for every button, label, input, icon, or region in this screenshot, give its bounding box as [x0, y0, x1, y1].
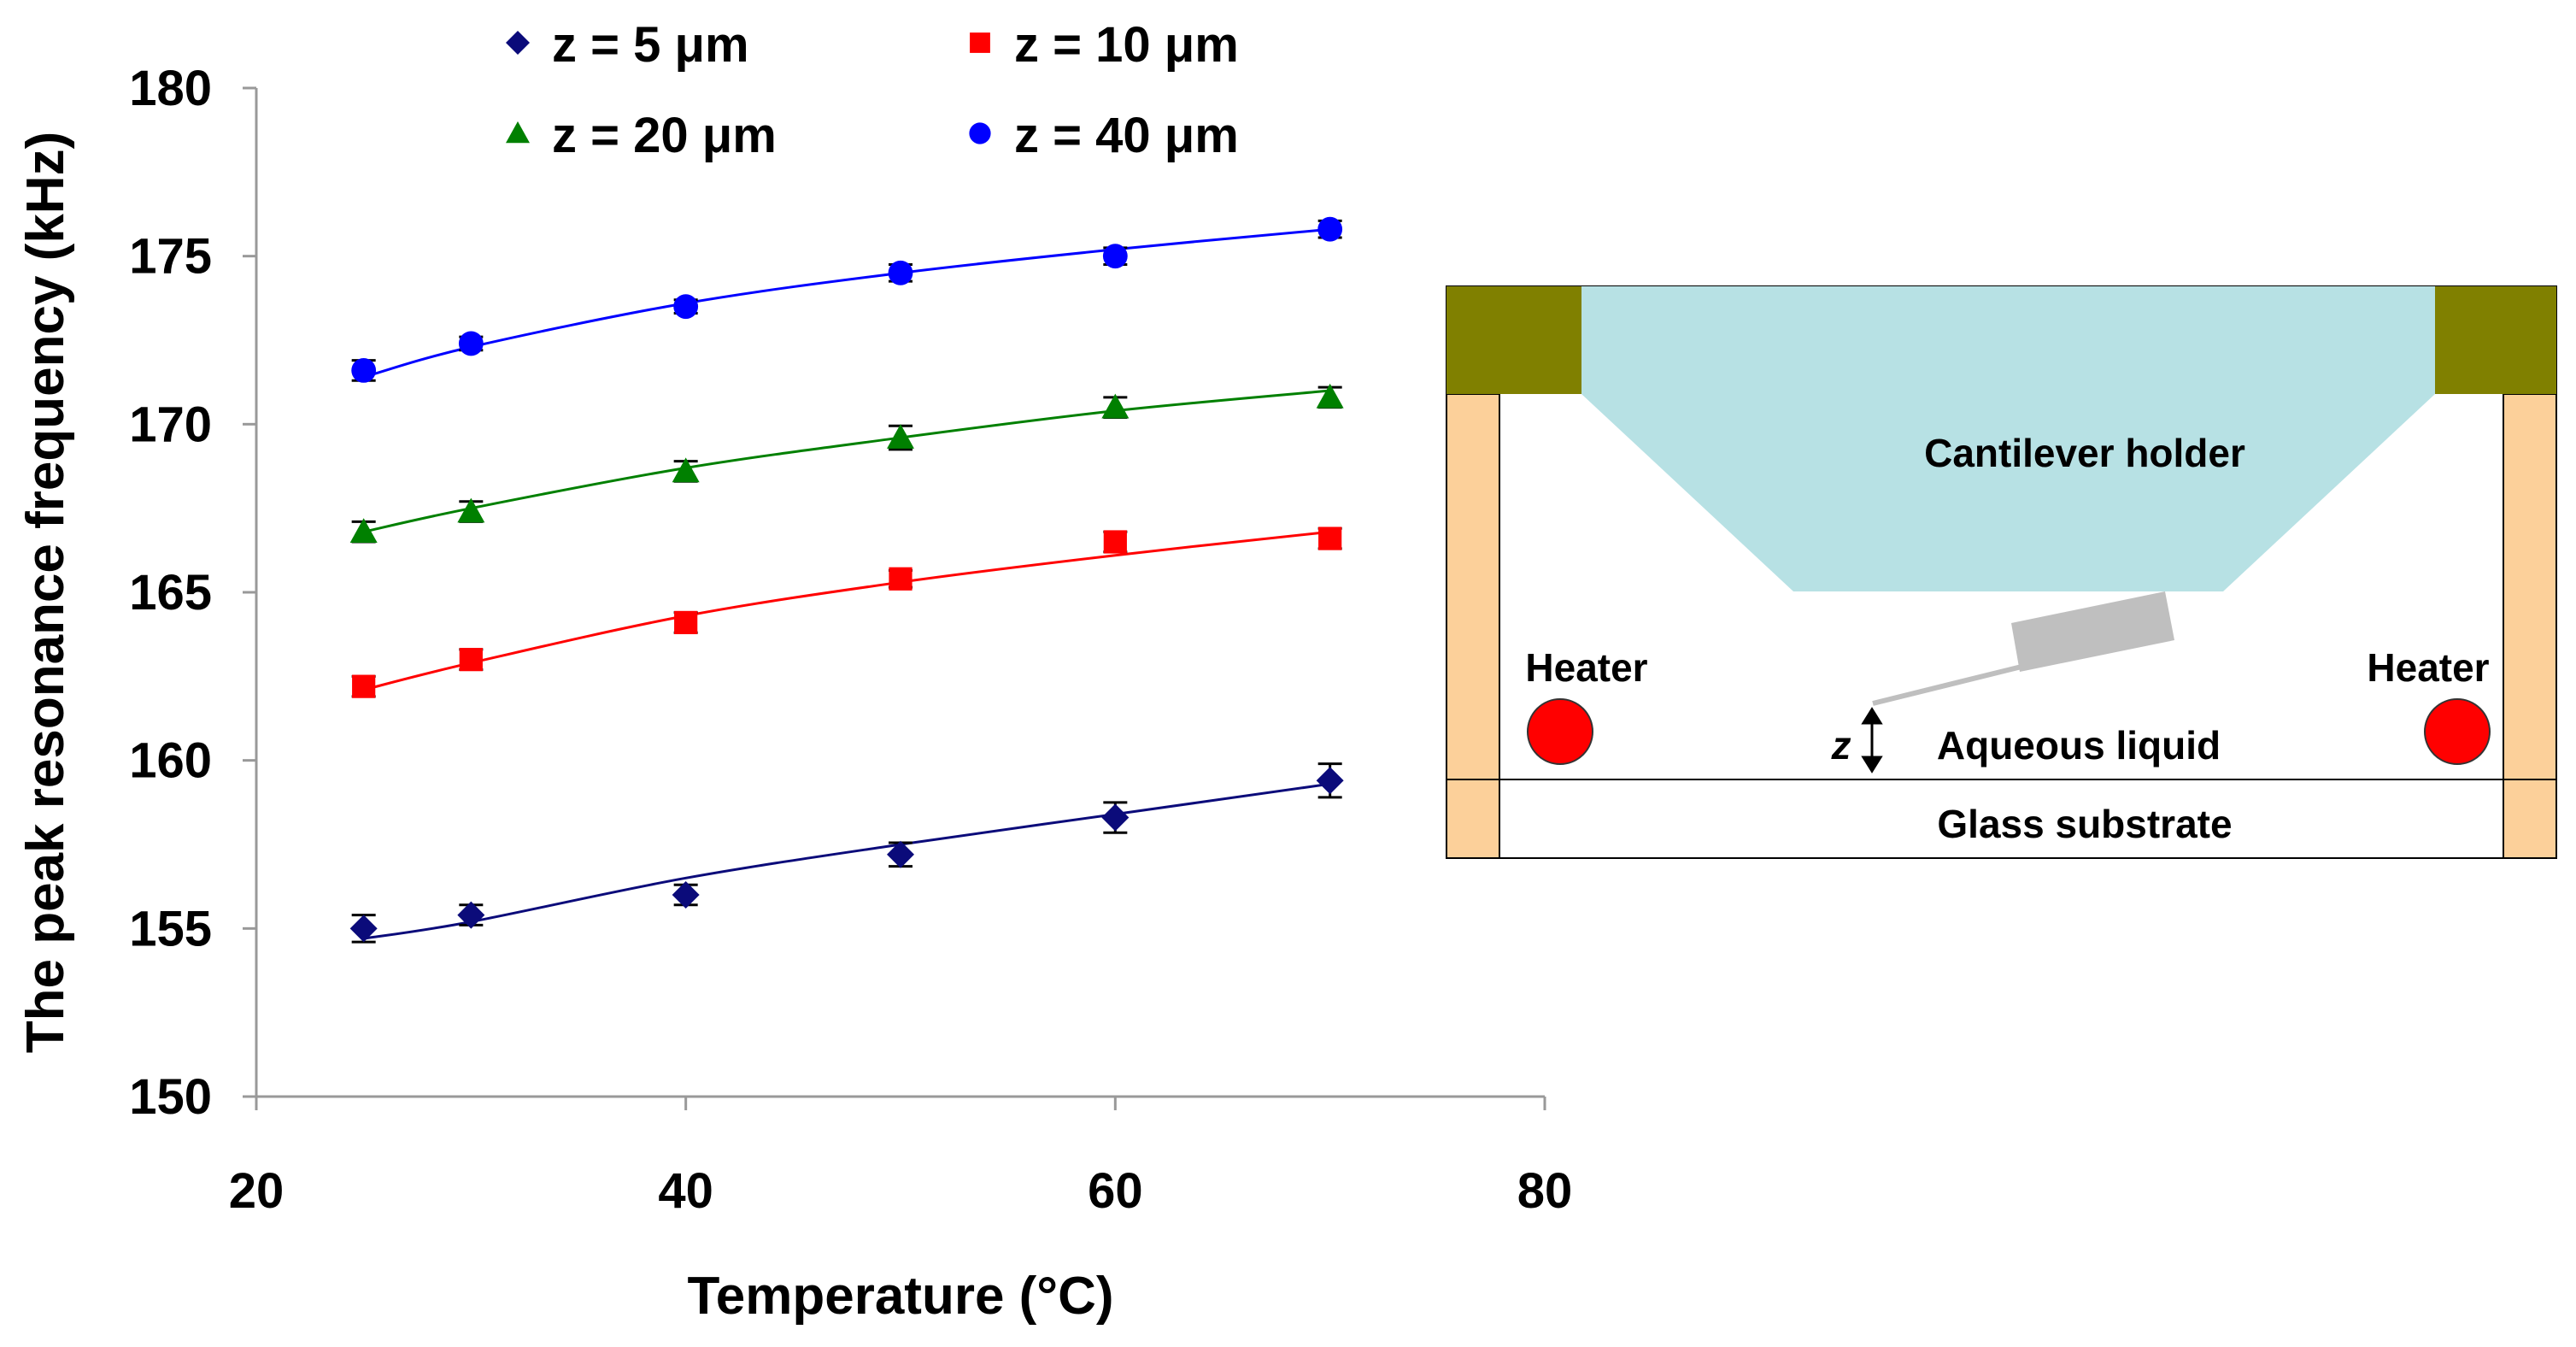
x-tick-label: 40: [658, 1163, 713, 1219]
data-point-series-1: [672, 881, 700, 909]
x-tick-label: 20: [229, 1163, 285, 1219]
left-clamp: [1446, 286, 1581, 394]
data-point-series-3: [887, 424, 914, 449]
legend-marker-3: [506, 121, 530, 144]
heater-left: [1527, 698, 1593, 765]
fit-line-series-3: [363, 389, 1330, 533]
y-axis-title: The peak resonance frequency (kHz): [16, 132, 75, 1053]
legend-marker-1: [506, 31, 530, 55]
cantilever-beam: [1872, 664, 2022, 706]
legend-marker-4: [969, 122, 991, 144]
data-point-series-1: [1316, 767, 1344, 795]
liquid-label: Aqueous liquid: [1937, 723, 2221, 768]
data-point-series-4: [673, 294, 699, 320]
data-point-series-4: [888, 260, 913, 285]
data-point-series-2: [889, 567, 912, 591]
fit-line-series-2: [363, 530, 1330, 691]
data-point-series-4: [1317, 216, 1343, 242]
data-point-series-2: [1103, 530, 1127, 554]
right-clamp: [2435, 286, 2556, 394]
data-point-series-2: [459, 648, 483, 672]
data-point-series-4: [1102, 244, 1128, 269]
y-tick-label: 160: [129, 733, 212, 789]
heater-left-label: Heater: [1525, 645, 1647, 690]
data-point-series-1: [457, 901, 485, 929]
y-tick-label: 170: [129, 397, 212, 452]
substrate-label: Glass substrate: [1937, 802, 2232, 846]
cantilever-holder: [1581, 286, 2435, 591]
y-tick-label: 165: [129, 565, 212, 621]
setup-diagram: Cantilever holder Heater Heater z Aqueou…: [1446, 285, 2557, 859]
data-point-series-3: [672, 457, 700, 483]
data-point-series-4: [458, 331, 484, 356]
data-point-series-3: [349, 518, 378, 543]
y-tick-label: 150: [129, 1069, 212, 1125]
legend-label-2: z = 10 μm: [1014, 17, 1239, 73]
x-axis-title: Temperature (°C): [687, 1267, 1113, 1326]
z-label: z: [1831, 723, 1851, 768]
y-tick-label: 175: [129, 229, 212, 285]
x-tick-label: 80: [1517, 1163, 1573, 1219]
chart: 150 155 160 165 170 175 180 20 40 60 80 Temperatur…: [16, 17, 1572, 1326]
legend-marker-2: [970, 32, 990, 53]
heater-right: [2424, 698, 2491, 765]
data-point-series-2: [1318, 526, 1342, 550]
y-tick-label: 180: [129, 61, 212, 116]
fit-line-series-1: [363, 782, 1330, 940]
data-point-series-1: [1101, 803, 1130, 832]
legend-label-1: z = 5 μm: [552, 17, 749, 73]
legend-label-4: z = 40 μm: [1014, 108, 1239, 163]
left-wall: [1446, 393, 1500, 859]
legend: z = 5 μm z = 10 μm z = 20 μm z = 40 μm: [506, 17, 1239, 163]
legend-label-3: z = 20 μm: [552, 108, 777, 163]
axis-ticks: [243, 86, 1546, 1110]
axis-tick-labels: 150 155 160 165 170 175 180 20 40 60 80: [129, 61, 1572, 1219]
fit-line-series-4: [363, 227, 1330, 379]
data-point-series-3: [457, 497, 485, 523]
data-points: [349, 216, 1344, 943]
y-tick-label: 155: [129, 901, 212, 956]
x-tick-label: 60: [1088, 1163, 1143, 1219]
holder-label: Cantilever holder: [1924, 431, 2245, 475]
data-point-series-3: [1101, 393, 1130, 419]
heater-right-label: Heater: [2367, 645, 2489, 690]
z-gap-arrow-icon: [1861, 707, 1883, 773]
data-point-series-3: [1316, 383, 1344, 409]
right-wall: [2503, 393, 2557, 859]
error-bars: [351, 219, 1342, 944]
data-point-series-2: [674, 610, 698, 634]
fit-lines: [363, 227, 1330, 940]
data-point-series-4: [351, 358, 377, 383]
cantilever-chip: [2011, 591, 2174, 672]
data-point-series-2: [352, 674, 376, 698]
data-point-series-1: [887, 840, 914, 868]
data-point-series-1: [349, 915, 378, 943]
